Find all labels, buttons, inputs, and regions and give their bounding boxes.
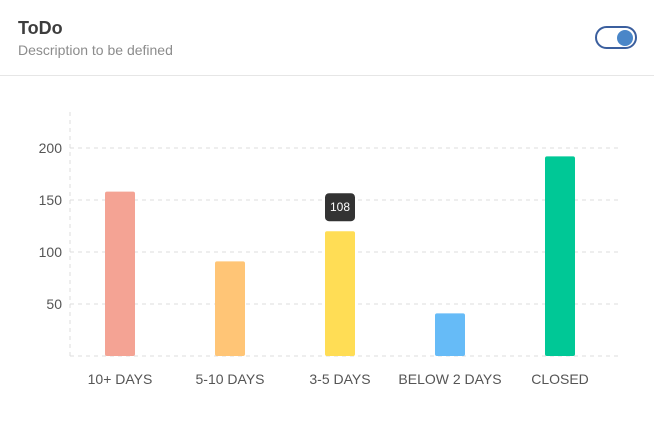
tooltip-value: 108: [330, 200, 350, 214]
bar-5-10-days[interactable]: [215, 261, 245, 356]
tooltip-box: [325, 193, 355, 222]
y-tick-label: 100: [39, 244, 63, 260]
toggle-switch[interactable]: [595, 26, 637, 49]
x-category-label: CLOSED: [531, 371, 589, 387]
x-category-label: BELOW 2 DAYS: [398, 371, 501, 387]
bar-chart: 50 100 150 200 10+ DAYS 5-10 DAYS 3-5 DAYS BELO…: [39, 112, 620, 387]
bar-10-days[interactable]: [105, 191, 135, 356]
bar-below-2-days[interactable]: [435, 313, 465, 356]
bar-3-5-days[interactable]: [325, 231, 355, 356]
toggle-knob: [617, 29, 633, 46]
x-category-label: 3-5 DAYS: [309, 371, 370, 387]
bar-closed[interactable]: [545, 156, 575, 356]
y-tick-label: 150: [39, 192, 63, 208]
card-subtitle: Description to be defined: [18, 42, 173, 58]
y-tick-label: 200: [39, 140, 63, 156]
x-category-label: 10+ DAYS: [88, 371, 153, 387]
card-header: ToDo Description to be defined: [0, 0, 654, 76]
y-tick-label: 50: [46, 296, 62, 312]
card-title: ToDo: [18, 18, 63, 38]
x-category-label: 5-10 DAYS: [196, 371, 265, 387]
